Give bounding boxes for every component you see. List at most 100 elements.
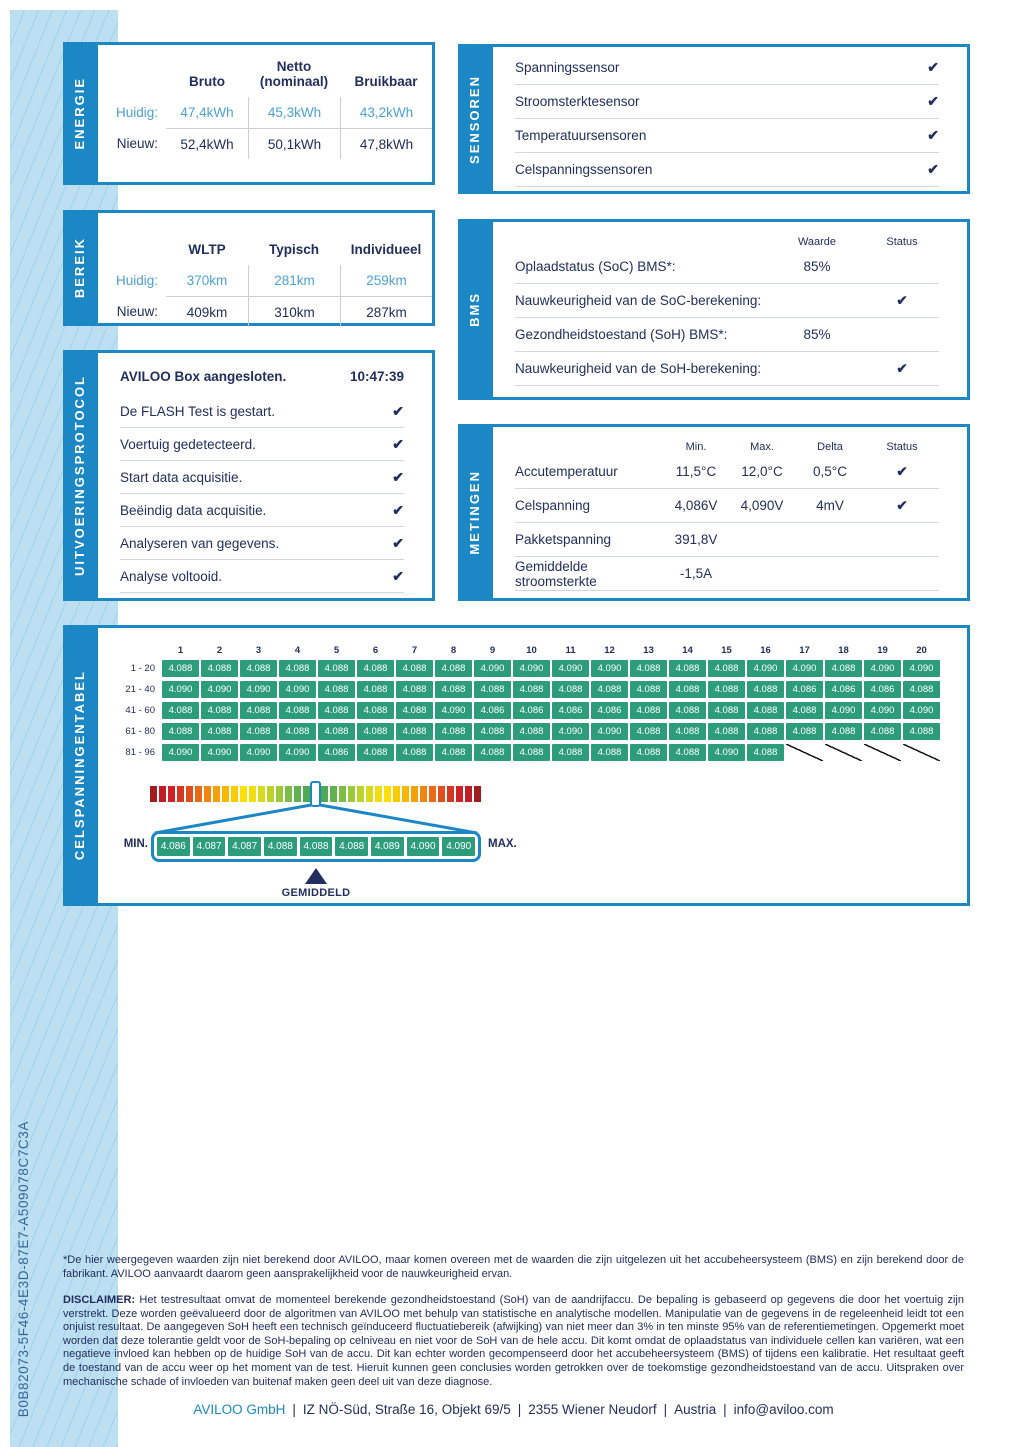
bms-tab: BMS (458, 219, 490, 400)
cell-voltage-value: 4.088 (708, 681, 745, 698)
cell-voltage-value: 4.088 (669, 660, 706, 677)
city: 2355 Wiener Neudorf (528, 1402, 657, 1417)
scale-segment (438, 786, 445, 802)
cell-voltage-value: 4.090 (279, 744, 316, 761)
company-name: AVILOO GmbH (193, 1402, 286, 1417)
cell-voltage-value: 4.088 (474, 681, 511, 698)
separator: | (517, 1402, 522, 1417)
cell-voltage-value: 4.090 (591, 723, 628, 740)
scale-segment (474, 786, 481, 802)
column-header: Individueel (350, 242, 422, 258)
cell-voltage-value: 4.090 (162, 681, 199, 698)
scale-segment (411, 786, 418, 802)
bms-label: Oplaadstatus (SoC) BMS*: (515, 259, 676, 274)
check-icon: ✔ (927, 161, 939, 177)
cell-voltage-value: 4.088 (552, 744, 589, 761)
column-header: Bruto (189, 74, 225, 90)
cell-column-number: 16 (760, 645, 771, 656)
disclaimer-text: DISCLAIMER: Het testresultaat omvat de m… (63, 1294, 964, 1389)
scale-highlight-marker (310, 781, 321, 807)
scale-segment (339, 786, 346, 802)
metingen-row: Accutemperatuur 11,5°C 12,0°C 0,5°C ✔ (515, 455, 939, 489)
value-cell: 47,4kWh (180, 105, 234, 120)
cell-voltage-value: 4.088 (513, 681, 550, 698)
cell-voltage-value: 4.088 (435, 681, 472, 698)
energie-tab-label: ENERGIE (71, 77, 87, 150)
cell-column-number: 15 (721, 645, 732, 656)
protocol-step-row: Start data acquisitie. ✔ (120, 461, 404, 494)
value-cell: 50,1kWh (248, 128, 340, 159)
protocol-step-row: Analyse voltooid. ✔ (120, 560, 404, 593)
cell-voltage-value: 4.090 (240, 744, 277, 761)
bereik-tab-label: BEREIK (71, 237, 87, 299)
check-icon: ✔ (392, 402, 404, 419)
check-icon: ✔ (896, 360, 908, 376)
cell-voltage-value: 4.086 (474, 702, 511, 719)
cell-voltage-value: 4.090 (708, 744, 745, 761)
sensor-label: Celspanningssensoren (515, 162, 653, 177)
cell-voltage-value: 4.088 (669, 681, 706, 698)
minmax-voltage-value: 4.090 (442, 837, 476, 856)
value-cell: 259km (340, 265, 432, 296)
row-label: Huidig: (115, 273, 158, 288)
cell-voltage-value: 4.090 (903, 702, 940, 719)
metingen-col-header: Max. (750, 441, 774, 453)
separator: | (292, 1402, 296, 1417)
cell-column-number: 20 (916, 645, 927, 656)
cell-voltage-value: 4.090 (162, 744, 199, 761)
bms-label: Nauwkeurigheid van de SoC-berekening: (515, 293, 762, 308)
max-label: MAX. (488, 838, 517, 850)
bms-label: Gezondheidstoestand (SoH) BMS*: (515, 327, 728, 342)
cell-voltage-value: 4.090 (279, 681, 316, 698)
metingen-header-row: Min. Max. Delta Status (515, 431, 939, 455)
cell-voltage-value: 4.088 (396, 723, 433, 740)
bms-value: 85% (803, 327, 831, 342)
protocol-list: AVILOO Box aangesloten. 10:47:39 De FLASH … (98, 353, 432, 593)
check-icon: ✔ (896, 497, 908, 513)
cell-voltage-value: 4.088 (279, 702, 316, 719)
cell-column-number: 14 (682, 645, 693, 656)
check-icon: ✔ (392, 468, 404, 485)
protocol-title: AVILOO Box aangesloten. (120, 368, 287, 384)
min-label: MIN. (123, 838, 148, 850)
cell-voltage-value: 4.088 (357, 744, 394, 761)
cell-voltage-value: 4.086 (825, 681, 862, 698)
delta-value: 4mV (816, 498, 844, 513)
scale-segment (384, 786, 391, 802)
cell-voltage-value: 4.088 (201, 660, 238, 677)
scale-segment (276, 786, 283, 802)
cell-voltage-value: 4.088 (630, 702, 667, 719)
cell-voltage-value: 4.088 (318, 702, 355, 719)
cell-column-number: 12 (604, 645, 615, 656)
corner-spacer (102, 51, 166, 97)
cell-voltage-value: 4.090 (825, 702, 862, 719)
cell-column-number: 13 (643, 645, 654, 656)
scale-segment (357, 786, 364, 802)
bms-row: Oplaadstatus (SoC) BMS*: 85% (515, 250, 939, 284)
cell-voltage-value: 4.088 (357, 660, 394, 677)
sensor-row: Temperatuursensoren ✔ (515, 119, 939, 153)
empty-cell-slash (864, 744, 901, 761)
check-icon: ✔ (896, 292, 908, 308)
scale-segment (429, 786, 436, 802)
min-value: -1,5A (679, 566, 713, 581)
cell-voltage-value: 4.088 (240, 723, 277, 740)
cell-column-number: 5 (333, 645, 340, 656)
min-value: 391,8V (674, 532, 718, 547)
minmax-voltage-value: 4.090 (406, 837, 440, 856)
scale-segment (330, 786, 337, 802)
metingen-tab: METINGEN (458, 424, 490, 601)
check-icon: ✔ (927, 127, 939, 143)
cell-voltage-value: 4.090 (591, 660, 628, 677)
scale-segment (159, 786, 166, 802)
bms-row: Nauwkeurigheid van de SoC-berekening: ✔ (515, 284, 939, 318)
value-cell: 52,4kWh (166, 128, 248, 159)
protocol-step-label: Start data acquisitie. (120, 469, 243, 485)
scale-segment (231, 786, 238, 802)
cell-voltage-value: 4.088 (669, 744, 706, 761)
sensoren-box: Spanningssensor ✔ Stroomsterktesensor ✔ Temp… (490, 44, 970, 194)
disclaimer-label: DISCLAIMER: (63, 1294, 136, 1306)
cell-column-number: 19 (877, 645, 888, 656)
cell-column-number: 11 (565, 645, 576, 656)
